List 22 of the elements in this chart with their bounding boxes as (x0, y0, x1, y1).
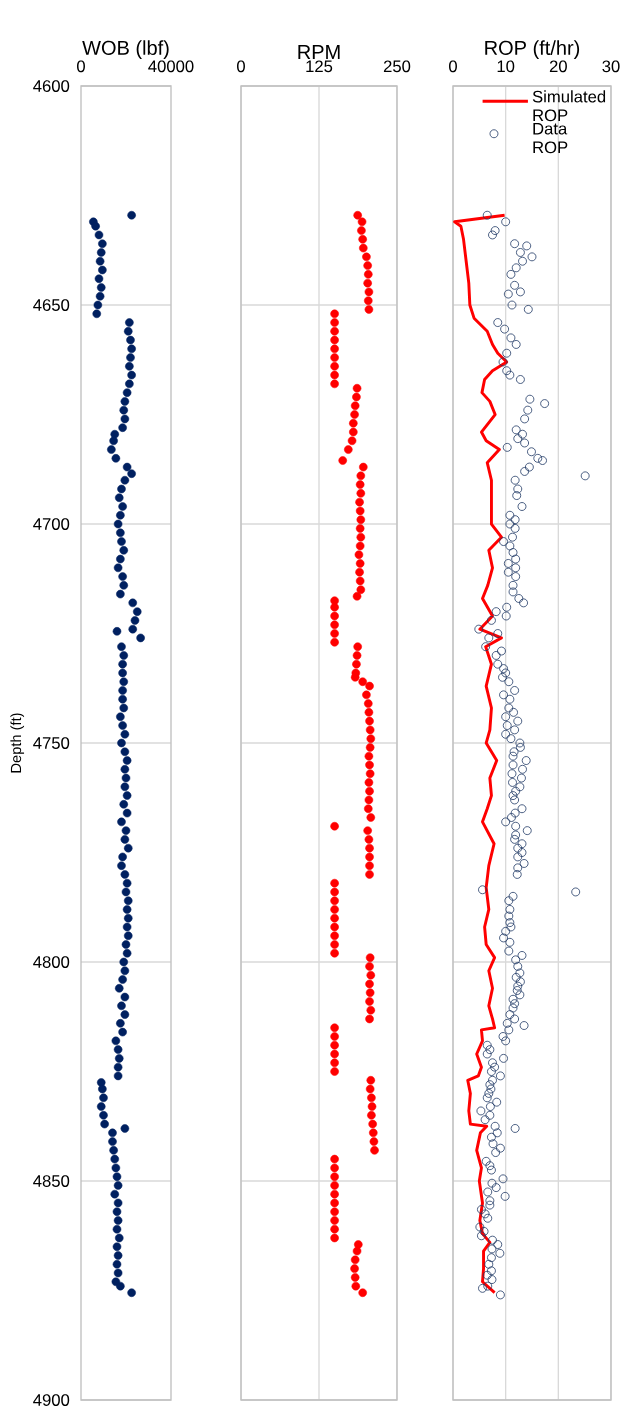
y-tick-label: 4700 (33, 518, 70, 530)
x-tick-label: 0 (449, 60, 457, 73)
y-tick-label: 4900 (33, 1394, 70, 1406)
y-tick-label: 4800 (33, 956, 70, 968)
chart-title: RPM (298, 45, 340, 59)
chart-title: WOB (lbf) (82, 40, 169, 59)
legend-label: Simulated ROP (532, 90, 606, 122)
chart-title: ROP (ft/hr) (485, 40, 580, 59)
y-tick-label: 4600 (33, 80, 70, 92)
x-tick-label: 250 (383, 60, 411, 73)
x-tick-label: 30 (602, 60, 620, 73)
x-tick-label: 0 (77, 60, 85, 73)
legend-label: Data ROP (533, 122, 568, 154)
x-tick-label: 40000 (148, 60, 194, 73)
x-tick-label: 0 (237, 60, 245, 73)
y-axis-title: Depth (ft) (10, 713, 25, 773)
y-tick-label: 4850 (33, 1175, 70, 1187)
y-tick-label: 4750 (33, 737, 70, 749)
x-tick-label: 20 (549, 60, 567, 73)
x-tick-label: 125 (306, 60, 333, 73)
y-tick-label: 4650 (33, 299, 70, 311)
x-tick-label: 10 (497, 60, 515, 73)
